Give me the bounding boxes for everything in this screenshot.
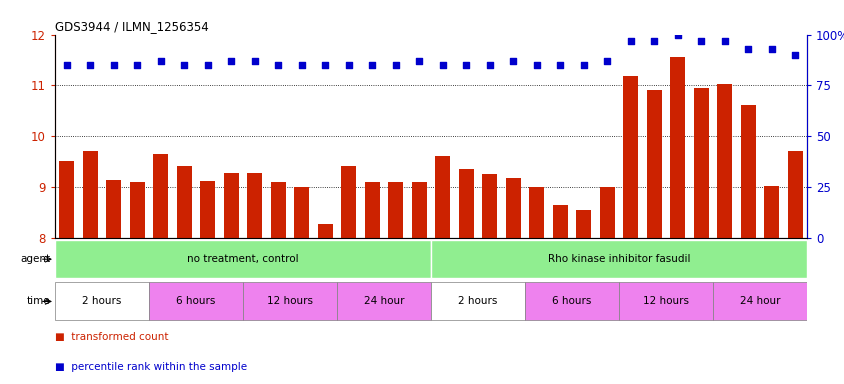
Point: [787, 52, 801, 58]
Bar: [505, 178, 520, 238]
Point: [412, 58, 425, 64]
Point: [84, 62, 97, 68]
Bar: [176, 166, 192, 238]
Point: [576, 62, 590, 68]
Point: [388, 62, 402, 68]
Text: agent: agent: [20, 254, 51, 264]
Point: [529, 62, 543, 68]
Text: ■  percentile rank within the sample: ■ percentile rank within the sample: [55, 362, 246, 372]
Point: [436, 62, 449, 68]
Point: [247, 58, 261, 64]
Point: [130, 62, 143, 68]
Bar: [55, 283, 149, 320]
Point: [318, 62, 332, 68]
Point: [600, 58, 614, 64]
Text: 2 hours: 2 hours: [457, 296, 497, 306]
Bar: [524, 283, 619, 320]
Bar: [243, 283, 337, 320]
Bar: [59, 161, 74, 238]
Bar: [669, 58, 684, 238]
Bar: [435, 156, 450, 238]
Point: [225, 58, 238, 64]
Bar: [106, 180, 122, 238]
Text: time: time: [27, 296, 51, 306]
Point: [295, 62, 308, 68]
Point: [201, 62, 214, 68]
Bar: [270, 182, 285, 238]
Bar: [646, 89, 661, 238]
Text: 2 hours: 2 hours: [82, 296, 122, 306]
Point: [670, 31, 684, 38]
Bar: [387, 182, 403, 238]
Bar: [712, 283, 806, 320]
Text: no treatment, control: no treatment, control: [187, 254, 299, 264]
Bar: [224, 174, 239, 238]
Bar: [341, 166, 356, 238]
Point: [271, 62, 284, 68]
Bar: [481, 174, 497, 238]
Bar: [787, 151, 802, 238]
Point: [60, 62, 73, 68]
Text: 6 hours: 6 hours: [176, 296, 215, 306]
Text: Rho kinase inhibitor fasudil: Rho kinase inhibitor fasudil: [547, 254, 690, 264]
Text: ■  transformed count: ■ transformed count: [55, 332, 168, 342]
Bar: [618, 283, 712, 320]
Text: 12 hours: 12 hours: [642, 296, 688, 306]
Bar: [599, 187, 614, 238]
Bar: [317, 224, 333, 238]
Bar: [246, 174, 262, 238]
Bar: [576, 210, 591, 238]
Text: 24 hour: 24 hour: [363, 296, 403, 306]
Bar: [717, 84, 732, 238]
Bar: [83, 151, 98, 238]
Point: [694, 38, 707, 44]
Text: 24 hour: 24 hour: [738, 296, 779, 306]
Point: [177, 62, 191, 68]
Point: [740, 46, 754, 52]
Point: [506, 58, 519, 64]
Bar: [129, 182, 144, 238]
Point: [483, 62, 496, 68]
Point: [764, 46, 777, 52]
Text: 6 hours: 6 hours: [552, 296, 591, 306]
Bar: [153, 154, 168, 238]
Text: 12 hours: 12 hours: [267, 296, 312, 306]
Bar: [693, 88, 708, 238]
Bar: [458, 169, 473, 238]
Point: [107, 62, 121, 68]
Point: [647, 38, 660, 44]
Point: [623, 38, 636, 44]
Bar: [763, 186, 778, 238]
Bar: [55, 240, 430, 278]
Point: [342, 62, 355, 68]
Bar: [528, 187, 544, 238]
Bar: [364, 182, 380, 238]
Bar: [430, 283, 524, 320]
Point: [717, 38, 731, 44]
Point: [154, 58, 167, 64]
Bar: [552, 205, 567, 238]
Bar: [200, 180, 215, 238]
Bar: [294, 187, 309, 238]
Text: GDS3944 / ILMN_1256354: GDS3944 / ILMN_1256354: [55, 20, 208, 33]
Bar: [149, 283, 243, 320]
Point: [365, 62, 378, 68]
Point: [553, 62, 566, 68]
Bar: [739, 105, 755, 238]
Bar: [337, 283, 430, 320]
Bar: [411, 182, 426, 238]
Point: [459, 62, 473, 68]
Bar: [430, 240, 806, 278]
Bar: [622, 76, 637, 238]
